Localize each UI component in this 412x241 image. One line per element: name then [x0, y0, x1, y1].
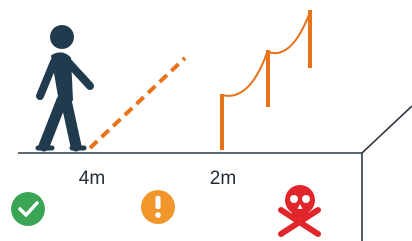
barrier	[222, 10, 310, 150]
dashed-edge	[90, 58, 185, 148]
page: {"distances": ["4m", "2m"]} 4m 2m	[0, 0, 412, 241]
warning-icon	[141, 190, 175, 224]
distance-label: 4m	[79, 168, 105, 189]
distance-label: 2m	[210, 168, 236, 189]
safe-icon	[11, 192, 45, 226]
illustration: 4m 2m	[0, 0, 412, 241]
walking-person	[38, 25, 90, 148]
danger-icon	[281, 185, 318, 234]
